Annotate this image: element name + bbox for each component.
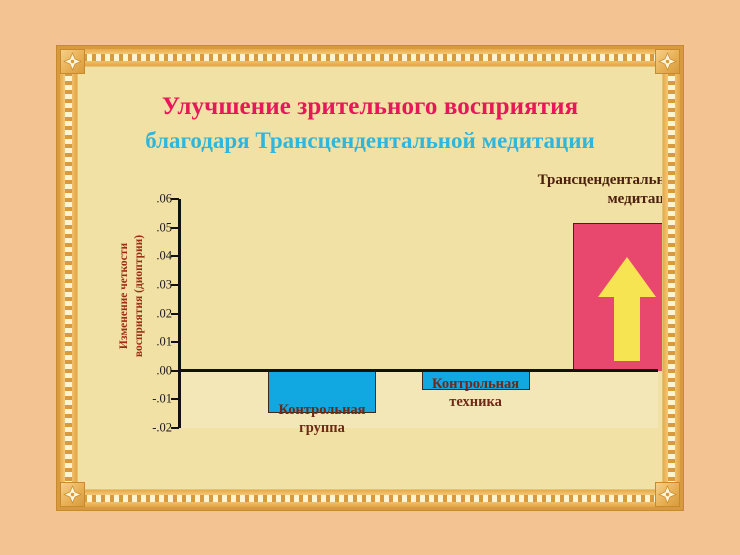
- y-axis-tick-label: .05: [156, 220, 172, 235]
- y-axis-line: [178, 199, 181, 428]
- y-axis-tick-label: .00: [156, 363, 172, 378]
- y-axis-tick-mark: [171, 369, 179, 372]
- page-title: Улучшение зрительного восприятия: [161, 93, 579, 120]
- y-axis-tick-label: .02: [156, 306, 172, 320]
- bar-caption-line: медитация: [607, 191, 662, 208]
- y-axis-tick-mark: [171, 312, 179, 315]
- page-subtitle: благодаря Трансцендентальной медитации: [145, 127, 595, 153]
- y-axis-label-line1: Изменение четкости: [118, 242, 130, 350]
- y-axis-tick-mark: [171, 255, 179, 258]
- up-arrow-icon: [597, 257, 656, 362]
- y-axis-tick-mark: [171, 198, 179, 200]
- title-block: Улучшение зрительного восприятия благода…: [78, 93, 662, 153]
- corner-ornament-icon: [60, 49, 85, 74]
- y-axis-tick-mark: [171, 341, 179, 344]
- bar-1: [421, 370, 530, 391]
- corner-ornament-icon: [655, 49, 680, 74]
- poster-frame: Улучшение зрительного восприятия благода…: [57, 46, 683, 510]
- frame-dentil-left: [65, 67, 72, 489]
- frame-dentil-bottom: [78, 495, 662, 502]
- zero-baseline: [178, 369, 658, 373]
- bar-caption-0: Контрольная группа: [238, 402, 406, 437]
- y-axis-tick-label: .04: [156, 248, 172, 263]
- negative-region-shading: [178, 370, 658, 428]
- y-axis-tick-label: -.02: [152, 420, 172, 435]
- bar-caption-1: Контрольная техника: [396, 376, 556, 411]
- y-axis-tick-labels: .06 .05 .04 .03 .02 .01 .00 -.01 -.02: [136, 192, 172, 435]
- y-axis-tick-mark: [171, 226, 179, 229]
- y-axis-tick-mark: [171, 427, 179, 429]
- y-axis-tick-mark: [171, 283, 179, 286]
- y-axis-tick-mark: [171, 398, 179, 401]
- bar-chart: Изменение четкости восприятия (диоптрии)…: [118, 172, 662, 449]
- poster-content-area: Улучшение зрительного восприятия благода…: [77, 66, 663, 490]
- corner-ornament-icon: [60, 482, 85, 507]
- bar-caption-2: Трансцендентальная медитация: [537, 171, 662, 209]
- bar-caption-line: группа: [299, 419, 345, 436]
- corner-ornament-icon: [655, 482, 680, 507]
- plot-area: Контрольная группа Контрольная техника Транс…: [171, 172, 662, 436]
- y-axis-tick-label: -.01: [152, 391, 172, 406]
- bar-caption-line: Контрольная: [432, 376, 520, 392]
- frame-dentil-top: [78, 54, 662, 61]
- y-axis-tick-label: .01: [156, 334, 172, 349]
- y-axis-tick-label: .03: [156, 277, 172, 292]
- y-axis-tick-label: .06: [156, 191, 172, 206]
- bar-0: [268, 370, 376, 414]
- frame-dentil-right: [668, 67, 675, 489]
- bar-caption-line: техника: [449, 393, 502, 410]
- bar-caption-line: Контрольная: [278, 402, 366, 418]
- bar-caption-line: Трансцендентальная: [537, 172, 662, 189]
